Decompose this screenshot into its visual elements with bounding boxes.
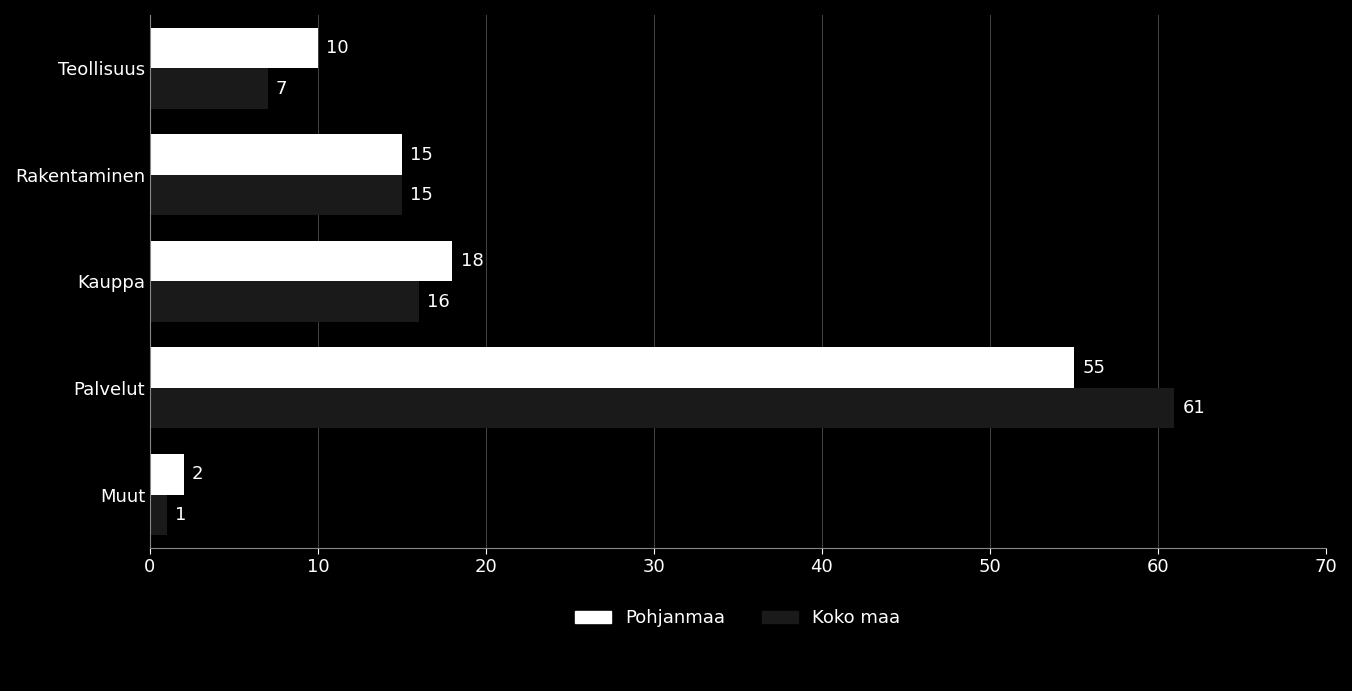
Text: 55: 55 xyxy=(1082,359,1105,377)
Bar xyxy=(150,388,1175,428)
Text: 61: 61 xyxy=(1183,399,1206,417)
Text: 7: 7 xyxy=(276,79,288,97)
Bar xyxy=(150,281,419,322)
Legend: Pohjanmaa, Koko maa: Pohjanmaa, Koko maa xyxy=(568,603,907,634)
Bar xyxy=(150,175,402,216)
Text: 16: 16 xyxy=(427,293,450,311)
Bar xyxy=(150,68,268,108)
Text: 15: 15 xyxy=(410,186,433,204)
Bar xyxy=(150,495,166,535)
Text: 10: 10 xyxy=(326,39,349,57)
Bar xyxy=(150,28,318,68)
Bar xyxy=(150,134,402,175)
Bar xyxy=(150,348,1073,388)
Bar xyxy=(150,454,184,495)
Text: 2: 2 xyxy=(192,465,203,483)
Bar xyxy=(150,241,453,281)
Text: 15: 15 xyxy=(410,146,433,164)
Text: 1: 1 xyxy=(176,506,187,524)
Text: 18: 18 xyxy=(461,252,484,270)
